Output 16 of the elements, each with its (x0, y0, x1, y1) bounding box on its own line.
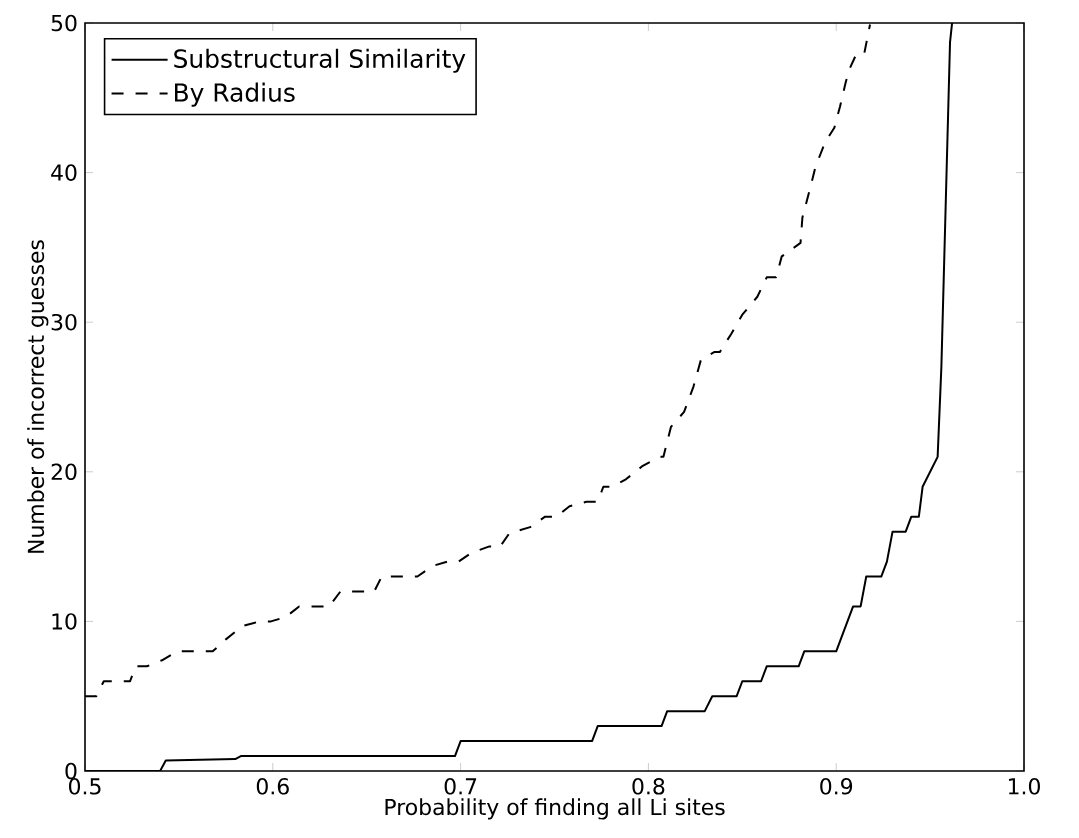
y-tick-label: 50 (51, 14, 77, 32)
legend-label: Substructural Similarity (174, 48, 466, 73)
y-tick-label: 20 (51, 463, 77, 481)
x-tick-label: 1.0 (1008, 778, 1040, 795)
y-tick-label: 10 (52, 613, 77, 630)
legend-label: By Radius (175, 82, 295, 107)
x-tick-label: 0.7 (444, 778, 477, 795)
x-axis-title: Probability of finding all Li sites (385, 798, 725, 820)
y-tick-label: 30 (51, 313, 77, 331)
y-tick-label: 0 (65, 762, 77, 780)
y-tick-label: 40 (51, 164, 77, 181)
y-axis-title: Number of incorrect guesses (27, 240, 49, 553)
x-tick-label: 0.6 (256, 778, 289, 795)
x-tick-label: 0.8 (632, 778, 665, 795)
x-tick-label: 0.9 (820, 778, 853, 795)
x-tick-label: 0.5 (69, 778, 101, 795)
